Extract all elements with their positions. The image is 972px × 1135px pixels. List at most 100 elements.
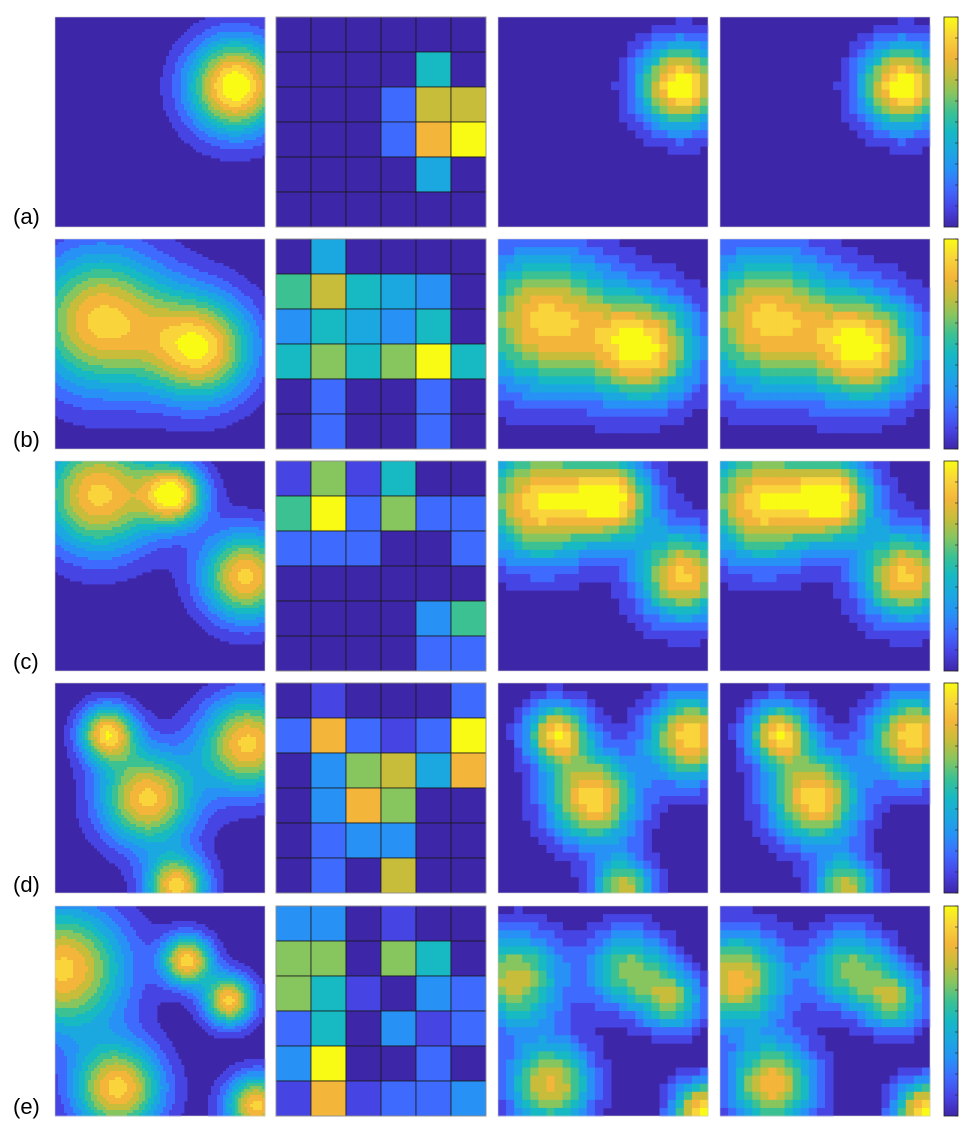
field-cell: [229, 110, 233, 114]
field-cell: [133, 323, 137, 327]
field-cell: [178, 74, 182, 78]
field-cell: [154, 293, 158, 297]
field-cell: [205, 146, 209, 150]
field-cell: [166, 362, 170, 366]
field-cell: [241, 107, 245, 111]
field-cell: [211, 329, 215, 333]
field-cell: [220, 314, 224, 318]
field-cell: [229, 284, 233, 288]
field-cell: [139, 332, 143, 336]
field-cell: [118, 374, 122, 378]
field-cell: [253, 17, 257, 21]
field-cell: [202, 323, 206, 327]
field-cell: [58, 293, 62, 297]
field-cell: [220, 71, 224, 75]
field-cell: [199, 314, 203, 318]
field-cell: [202, 332, 206, 336]
field-cell: [130, 368, 134, 372]
field-cell: [229, 104, 233, 108]
field-cell: [127, 371, 131, 375]
field-cell: [118, 278, 122, 282]
field-cell: [211, 383, 215, 387]
field-cell: [79, 347, 83, 351]
field-cell: [241, 158, 245, 162]
field-cell: [196, 302, 200, 306]
field-cell: [214, 293, 218, 297]
field-cell: [148, 365, 152, 369]
field-cell: [229, 47, 233, 51]
field-cell: [214, 299, 218, 303]
field-cell: [94, 248, 98, 252]
field-cell: [214, 101, 218, 105]
field-cell: [169, 89, 173, 93]
field-cell: [187, 311, 191, 315]
field-cell: [223, 143, 227, 147]
field-cell: [259, 305, 263, 309]
field-cell: [172, 314, 176, 318]
field-cell: [202, 269, 206, 273]
field-cell: [190, 353, 194, 357]
field-cell: [178, 113, 182, 117]
field-cell: [133, 383, 137, 387]
field-cell: [651, 138, 660, 147]
field-cell: [109, 278, 113, 282]
field-cell: [256, 32, 260, 36]
field-cell: [136, 350, 140, 354]
field-cell: [133, 341, 137, 345]
field-cell: [181, 293, 185, 297]
field-cell: [253, 308, 257, 312]
field-cell: [667, 138, 677, 147]
field-cell: [190, 302, 194, 306]
field-cell: [91, 335, 95, 339]
field-cell: [889, 33, 899, 42]
field-cell: [106, 251, 110, 255]
field-cell: [151, 302, 155, 306]
field-cell: [865, 57, 874, 66]
field-cell: [193, 314, 197, 318]
field-cell: [106, 350, 110, 354]
grid-cell: [415, 156, 452, 193]
field-cell: [262, 26, 266, 30]
field-cell: [250, 83, 254, 87]
field-cell: [88, 308, 92, 312]
field-cell: [184, 251, 188, 255]
field-cell: [100, 350, 104, 354]
field-cell: [133, 368, 137, 372]
field-cell: [190, 278, 194, 282]
field-cell: [163, 281, 167, 285]
field-cell: [136, 266, 140, 270]
field-cell: [229, 59, 233, 63]
field-cell: [82, 347, 86, 351]
field-cell: [238, 56, 242, 60]
field-cell: [205, 266, 209, 270]
field-cell: [256, 311, 260, 315]
field-cell: [238, 128, 242, 132]
field-cell: [235, 140, 239, 144]
field-cell: [253, 377, 257, 381]
field-cell: [226, 296, 230, 300]
field-cell: [250, 140, 254, 144]
field-cell: [166, 248, 170, 252]
field-cell: [169, 377, 173, 381]
field-cell: [58, 308, 62, 312]
field-cell: [130, 242, 134, 246]
field-cell: [88, 332, 92, 336]
field-cell: [178, 347, 182, 351]
field-cell: [130, 341, 134, 345]
field-cell: [97, 248, 101, 252]
field-cell: [127, 386, 131, 390]
field-cell: [247, 65, 251, 69]
field-cell: [217, 338, 221, 342]
field-cell: [148, 263, 152, 267]
field-cell: [211, 296, 215, 300]
field-cell: [244, 53, 248, 57]
field-cell: [136, 248, 140, 252]
field-cell: [211, 95, 215, 99]
field-cell: [76, 302, 80, 306]
field-cell: [127, 368, 131, 372]
field-cell: [259, 377, 263, 381]
field-cell: [70, 254, 74, 258]
field-cell: [133, 377, 137, 381]
field-cell: [160, 356, 164, 360]
field-cell: [256, 98, 260, 102]
